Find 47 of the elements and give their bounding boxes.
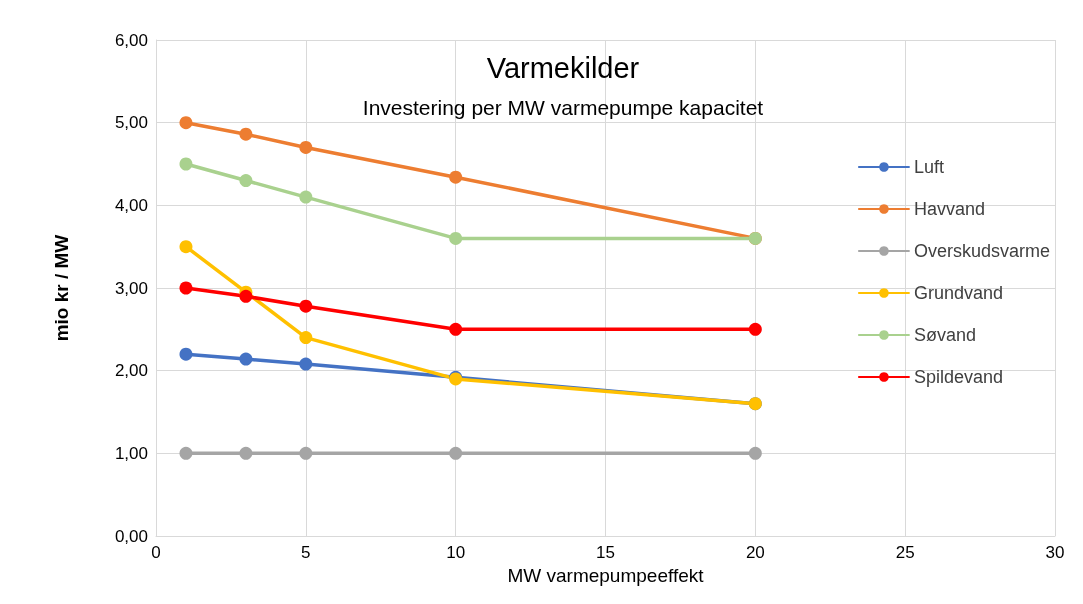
text: Investering per MW varmepumpe kapacitet (362, 96, 764, 119)
point (449, 231, 463, 245)
y-tick-label: 3,00 (114, 278, 148, 298)
legend-label: Overskudsvarme (913, 241, 1051, 261)
point (179, 281, 193, 295)
point (239, 289, 253, 303)
point (299, 140, 313, 154)
point (239, 446, 253, 460)
x-tick-label: 15 (596, 543, 615, 562)
point (748, 322, 762, 336)
legend-label: Grundvand (913, 283, 1004, 303)
point (299, 357, 313, 371)
point (239, 352, 253, 366)
y-tick-label: 6,00 (114, 30, 148, 50)
x-tick-label: 30 (1045, 543, 1065, 562)
chart-title: Varmekilder (486, 51, 640, 84)
point (239, 174, 253, 188)
point (299, 299, 313, 313)
x-tick-label: 20 (745, 543, 765, 562)
y-tick-label: 4,00 (114, 195, 148, 215)
y-tick-label: 1,00 (114, 443, 148, 463)
point (299, 190, 313, 204)
legend-label: Luft (913, 157, 944, 177)
point (748, 446, 762, 460)
y-tick-label: 0,00 (114, 526, 148, 546)
legend-label: Spildevand (913, 367, 1004, 387)
x-tick-label: 10 (446, 543, 466, 562)
x-tick-label: 0 (151, 543, 161, 562)
point (179, 240, 193, 254)
point (449, 322, 463, 336)
legend-label: Søvand (913, 325, 977, 345)
y-tick-label: 2,00 (114, 361, 148, 381)
y-tick-label: 5,00 (114, 113, 148, 133)
point (179, 347, 193, 361)
point (179, 157, 193, 171)
point (299, 446, 313, 460)
point (179, 116, 193, 130)
point (449, 446, 463, 460)
point (239, 127, 253, 141)
x-axis-title: MW varmepumpeeffekt (507, 565, 705, 586)
point (449, 170, 463, 184)
x-tick-label: 25 (895, 543, 915, 562)
point (179, 446, 193, 460)
x-tick-label: 5 (301, 543, 311, 562)
point (299, 331, 313, 345)
legend-label: Havvand (913, 199, 986, 219)
y-axis-title: mio kr / MW (51, 234, 72, 342)
